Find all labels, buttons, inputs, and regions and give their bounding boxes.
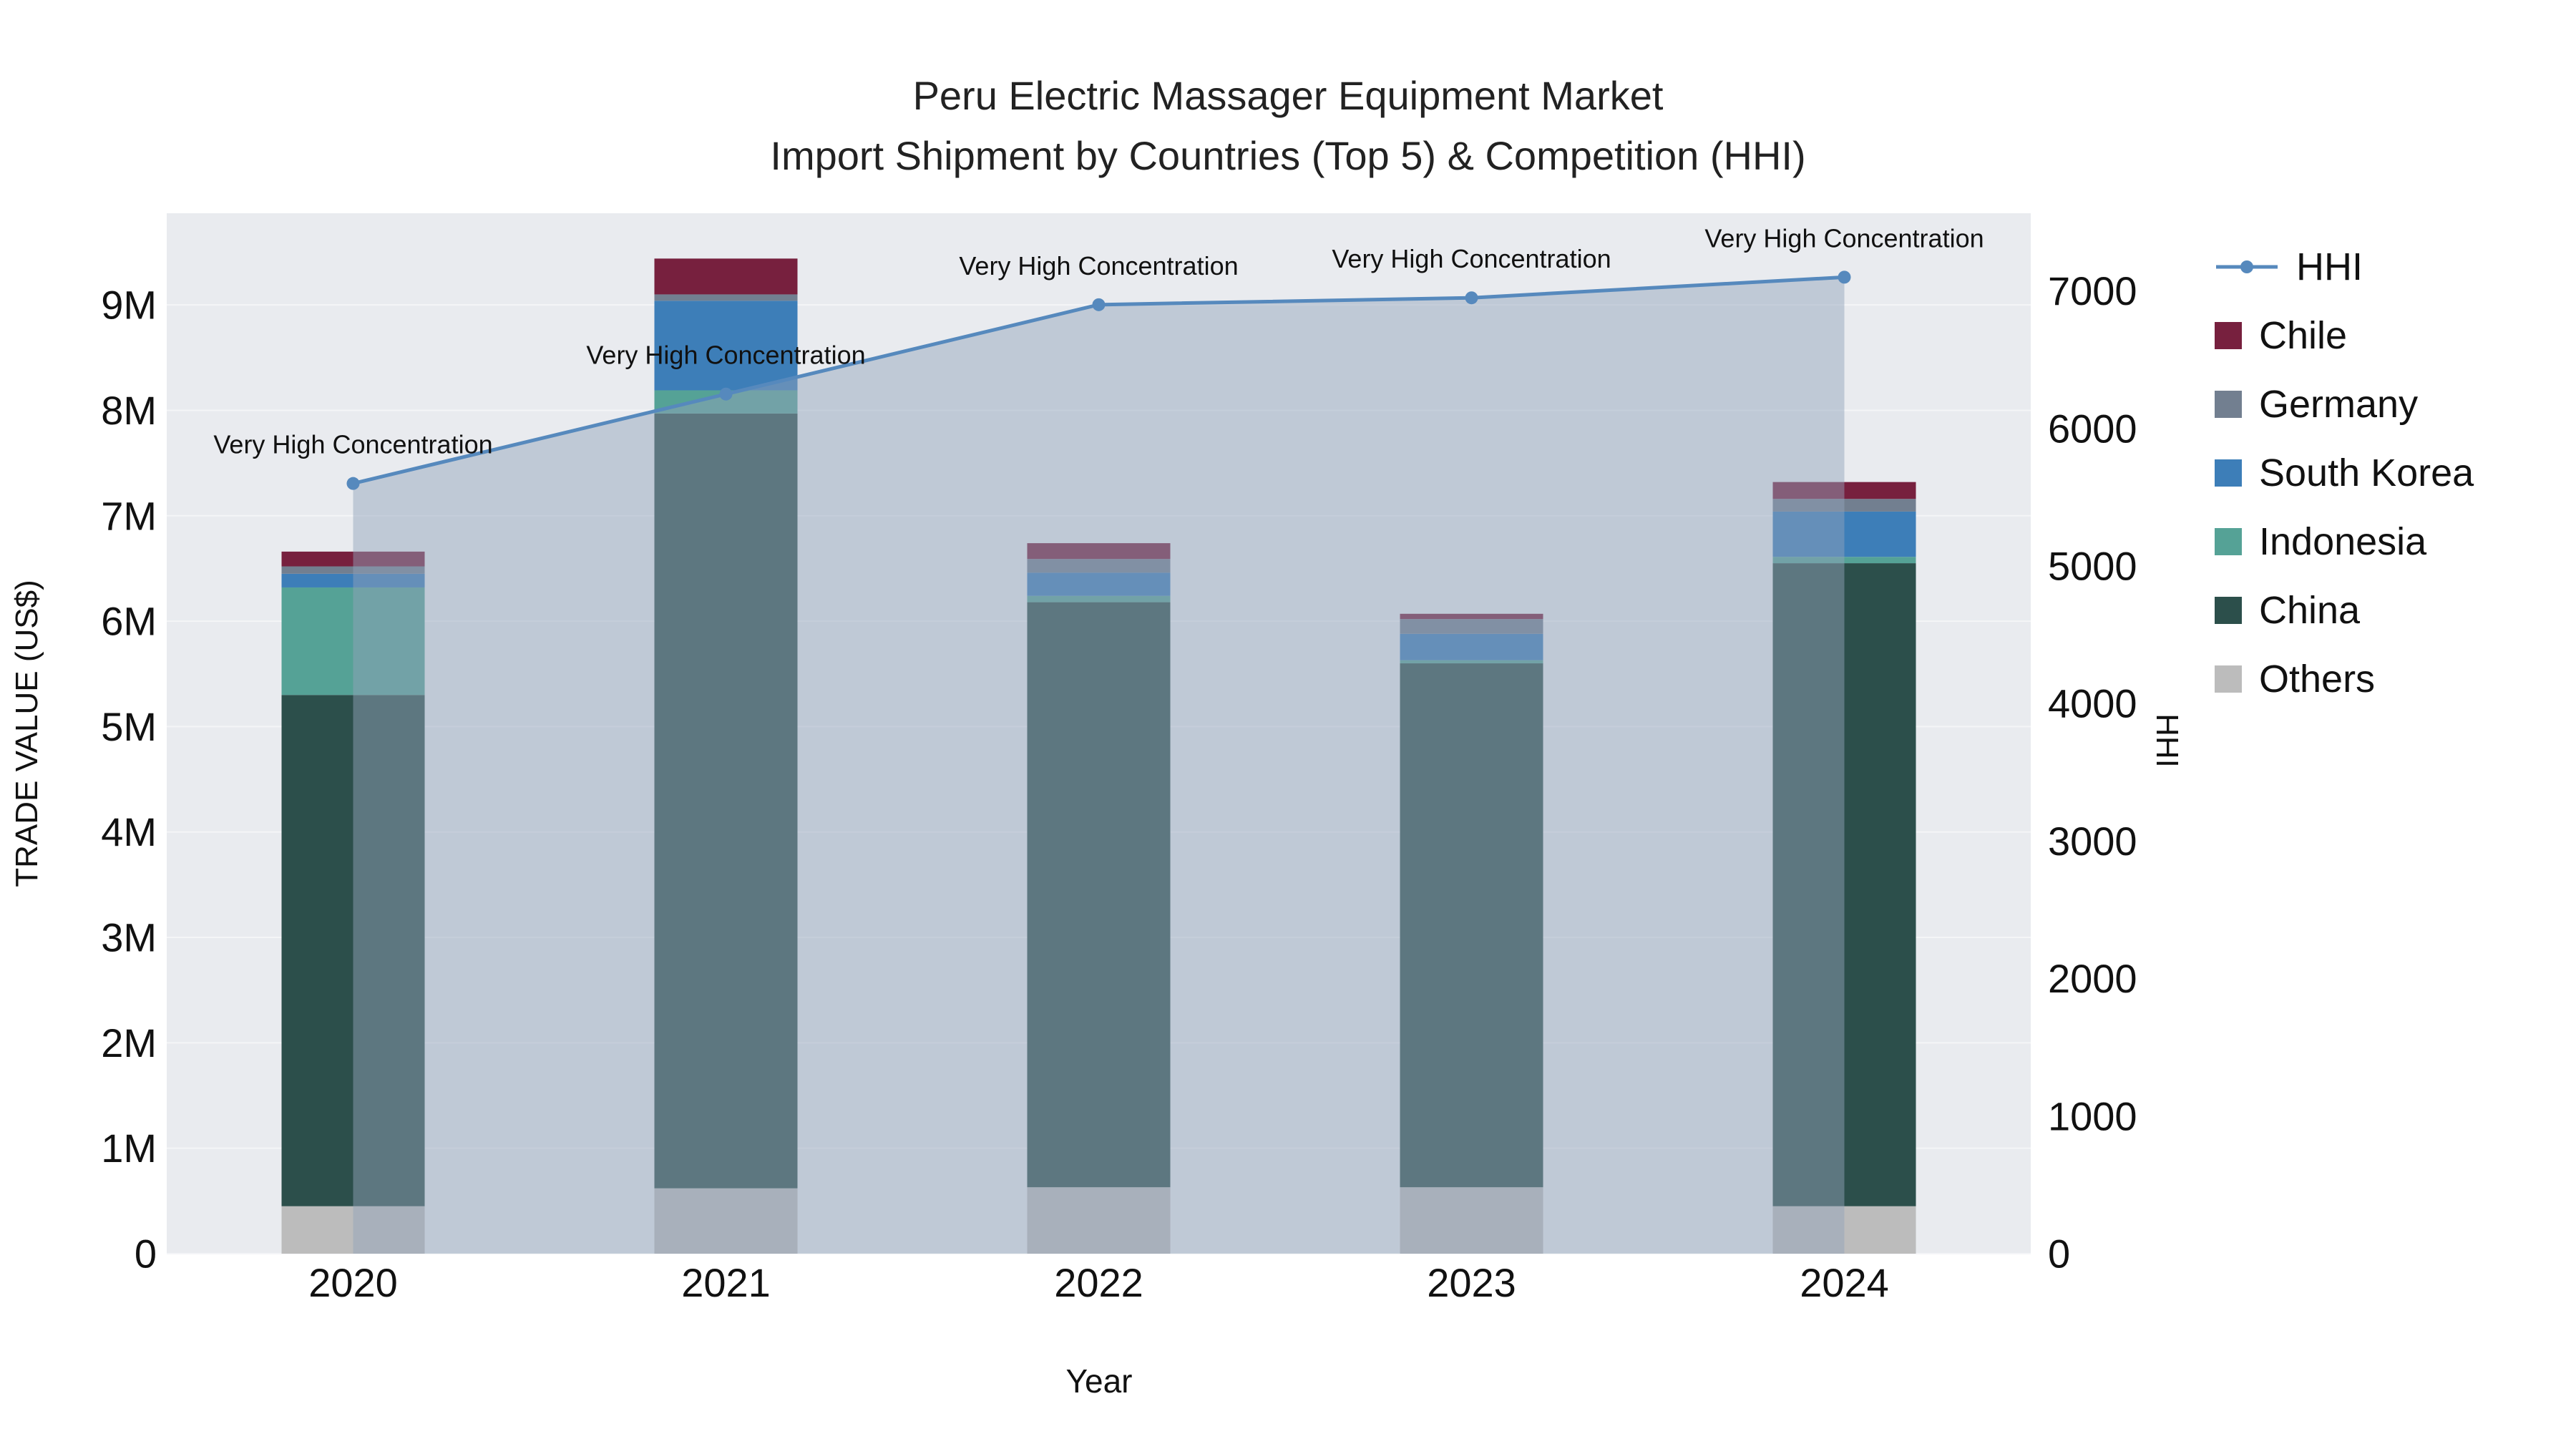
y-left-tick-label: 3M [101, 915, 157, 960]
bar-segment-2021-germany[interactable] [654, 294, 798, 301]
y-left-tick-label: 4M [101, 809, 157, 854]
legend-color-swatch [2215, 665, 2242, 693]
bar-segment-2022-indonesia[interactable] [1027, 595, 1171, 602]
bar-segment-2023-chile[interactable] [1400, 613, 1543, 620]
legend-item-south-korea[interactable]: South Korea [2215, 439, 2474, 507]
y-right-tick-label: 5000 [2048, 543, 2137, 588]
legend-color-swatch [2215, 322, 2242, 349]
bar-segment-2021-south-korea[interactable] [654, 301, 798, 391]
y-left-tick-label: 5M [101, 704, 157, 749]
chart-title: Peru Electric Massager Equipment Market [912, 73, 1664, 118]
y-left-tick-label: 7M [101, 493, 157, 538]
legend-item-indonesia[interactable]: Indonesia [2215, 507, 2474, 576]
y-right-tick-label: 4000 [2048, 681, 2137, 726]
legend-label: Chile [2259, 314, 2348, 357]
bar-segment-2023-south-korea[interactable] [1400, 633, 1543, 660]
hhi-marker[interactable] [1092, 298, 1106, 311]
legend-color-swatch [2215, 459, 2242, 487]
legend-item-chile[interactable]: Chile [2215, 301, 2474, 370]
hhi-area-fill [353, 277, 1845, 1254]
chart-subtitle: Import Shipment by Countries (Top 5) & C… [770, 133, 1806, 178]
legend-label: China [2259, 589, 2361, 632]
bar-segment-2022-china[interactable] [1027, 602, 1171, 1188]
legend-item-hhi[interactable]: HHI [2215, 233, 2474, 301]
right-axis-title: HHI [2150, 713, 2185, 768]
y-right-tick-label: 7000 [2048, 268, 2137, 313]
bar-segment-2022-south-korea[interactable] [1027, 572, 1171, 596]
x-tick-label: 2024 [1800, 1260, 1889, 1305]
y-right-tick-label: 0 [2048, 1231, 2070, 1277]
bar-segment-2023-germany[interactable] [1400, 619, 1543, 634]
x-tick-label: 2020 [308, 1260, 398, 1305]
hhi-marker[interactable] [1465, 291, 1478, 305]
hhi-marker[interactable] [1838, 270, 1851, 284]
bar-segment-2024-chile[interactable] [1772, 482, 1916, 499]
bar-segment-2022-germany[interactable] [1027, 559, 1171, 573]
x-tick-label: 2022 [1054, 1260, 1143, 1305]
bar-segment-2021-china[interactable] [654, 413, 798, 1189]
y-left-tick-label: 2M [101, 1020, 157, 1065]
legend-label: Others [2259, 658, 2376, 701]
bar-segment-2020-others[interactable] [281, 1206, 425, 1254]
bar-segment-2022-chile[interactable] [1027, 543, 1171, 560]
bar-segment-2020-chile[interactable] [281, 551, 425, 567]
bar-segment-2024-others[interactable] [1772, 1206, 1916, 1254]
annotation-label: Very High Concentration [1704, 223, 1984, 253]
bar-segment-2020-germany[interactable] [281, 566, 425, 574]
y-right-tick-label: 3000 [2048, 819, 2137, 864]
x-tick-label: 2023 [1427, 1260, 1516, 1305]
bar-segment-2024-indonesia[interactable] [1772, 557, 1916, 564]
bar-segment-2024-germany[interactable] [1772, 499, 1916, 512]
legend-label: South Korea [2259, 452, 2474, 494]
legend-item-germany[interactable]: Germany [2215, 370, 2474, 439]
y-right-tick-label: 2000 [2048, 956, 2137, 1001]
bar-segment-2024-south-korea[interactable] [1772, 511, 1916, 557]
left-axis-title: TRADE VALUE (US$) [9, 580, 44, 887]
y-left-tick-label: 1M [101, 1126, 157, 1171]
legend-color-swatch [2215, 391, 2242, 418]
annotation-label: Very High Concentration [213, 430, 492, 459]
legend-label: Germany [2259, 383, 2419, 426]
x-axis-title: Year [1065, 1362, 1133, 1400]
bar-segment-2020-south-korea[interactable] [281, 573, 425, 587]
bar-segment-2023-others[interactable] [1400, 1187, 1543, 1254]
y-left-tick-label: 0 [135, 1231, 157, 1277]
bar-segment-2024-china[interactable] [1772, 563, 1916, 1206]
bar-segment-2022-others[interactable] [1027, 1187, 1171, 1254]
bar-segment-2021-chile[interactable] [654, 258, 798, 295]
annotation-label: Very High Concentration [1332, 244, 1611, 273]
bar-segment-2020-indonesia[interactable] [281, 587, 425, 696]
y-right-tick-label: 6000 [2048, 406, 2137, 451]
chart-title-block: Peru Electric Massager Equipment Market … [0, 66, 2576, 186]
annotation-label: Very High Concentration [959, 251, 1238, 280]
y-right-tick-label: 1000 [2048, 1093, 2137, 1138]
legend-label: Indonesia [2259, 520, 2427, 563]
legend-line-swatch [2216, 260, 2278, 273]
hhi-marker[interactable] [719, 387, 733, 401]
legend: HHI Chile Germany South Korea Indonesia China… [2215, 233, 2474, 713]
hhi-marker[interactable] [346, 477, 360, 490]
bar-segment-2023-china[interactable] [1400, 663, 1543, 1188]
y-left-tick-label: 6M [101, 599, 157, 644]
legend-label: HHI [2296, 245, 2363, 288]
legend-item-china[interactable]: China [2215, 576, 2474, 645]
bar-segment-2020-china[interactable] [281, 695, 425, 1206]
legend-item-others[interactable]: Others [2215, 645, 2474, 713]
y-left-tick-label: 8M [101, 388, 157, 433]
annotation-label: Very High Concentration [586, 341, 865, 370]
bar-segment-2021-others[interactable] [654, 1188, 798, 1254]
x-tick-label: 2021 [681, 1260, 771, 1305]
legend-color-swatch [2215, 528, 2242, 555]
y-left-tick-label: 9M [101, 283, 157, 328]
legend-color-swatch [2215, 597, 2242, 624]
bar-segment-2023-indonesia[interactable] [1400, 660, 1543, 664]
